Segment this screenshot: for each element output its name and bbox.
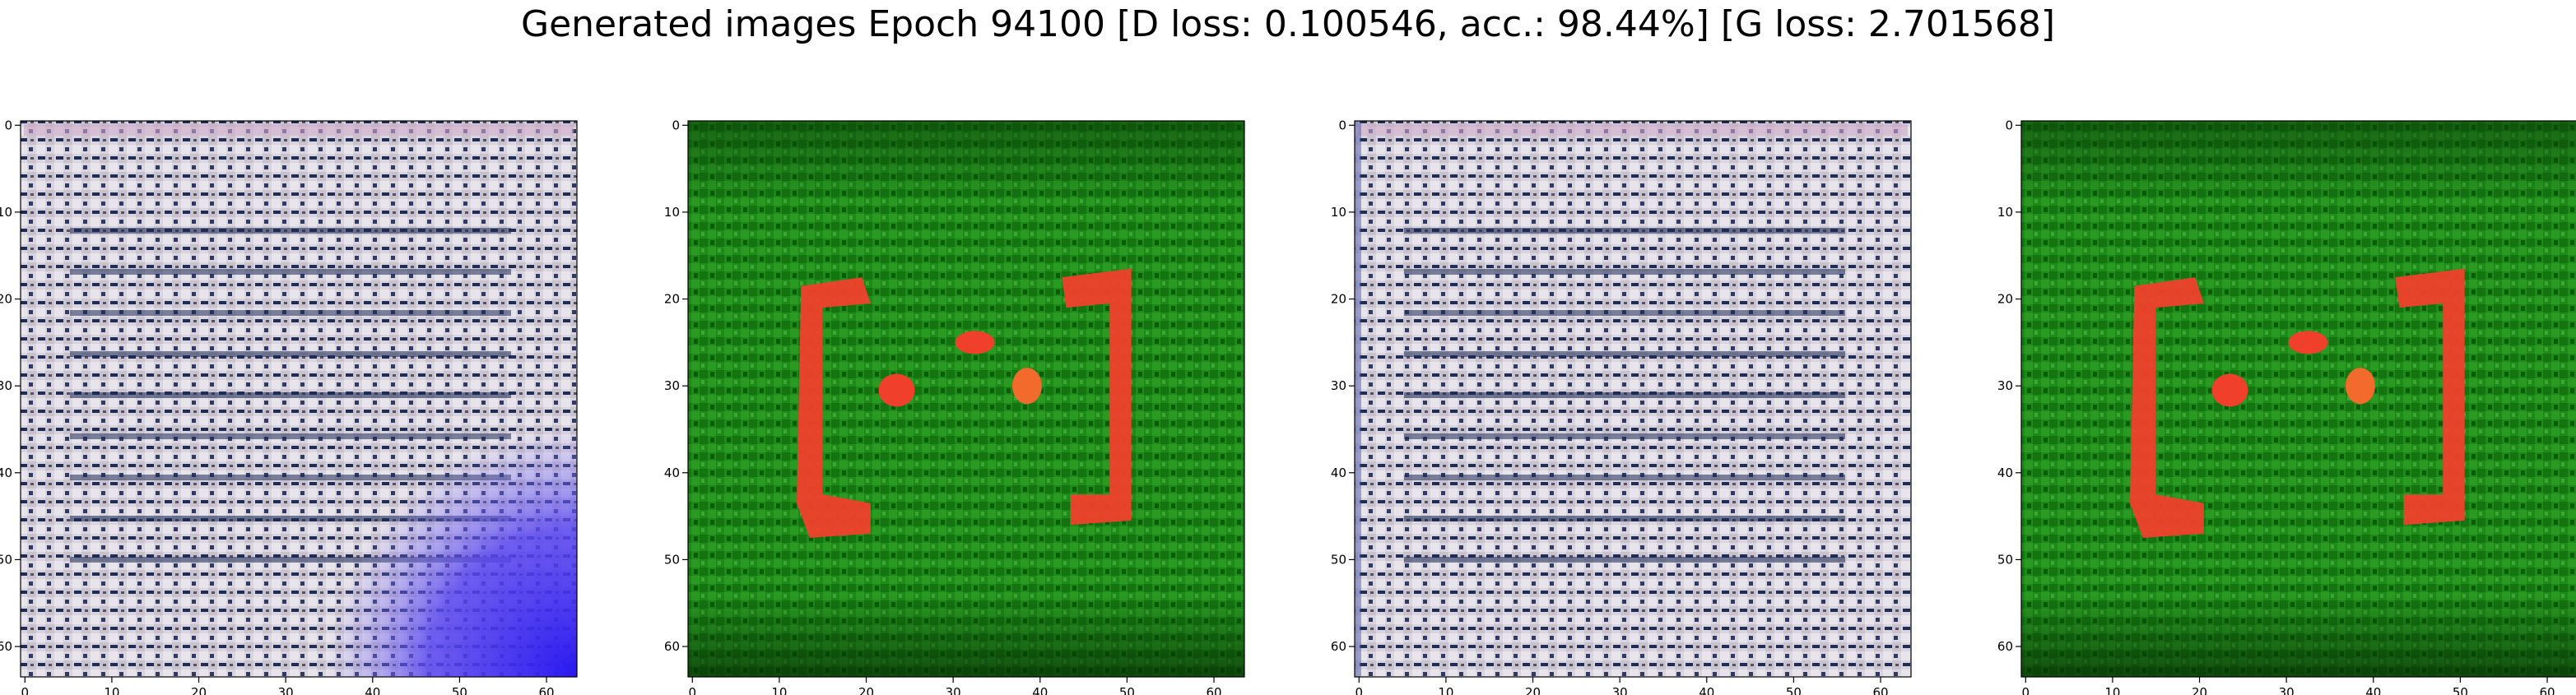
y-tick-label: 40 (0, 466, 12, 480)
y-tick-label: 10 (1331, 205, 1346, 220)
y-tick-label: 30 (1331, 378, 1346, 393)
dark-border (2021, 121, 2576, 677)
y-tick-label: 0 (4, 118, 12, 132)
x-tick-label: 50 (452, 685, 467, 695)
x-tick-label: 40 (2365, 685, 2381, 695)
y-tick-label: 20 (1997, 292, 2013, 307)
x-tick-label: 40 (1699, 685, 1714, 695)
image-panel-4: 0 10 20 30 40 50 60 0 10 20 30 40 50 60 (1997, 118, 2576, 695)
x-tick-label: 60 (538, 685, 554, 695)
red-blob (879, 373, 915, 406)
x-tick-label: 0 (689, 685, 697, 695)
texture-row (1404, 516, 1845, 521)
y-tick-label: 60 (0, 639, 12, 654)
x-tick-label: 40 (1032, 685, 1048, 695)
texture-row (1404, 392, 1845, 398)
x-tick-label: 50 (1786, 685, 1802, 695)
x-tick-label: 60 (1206, 685, 1221, 695)
y-tick-label: 60 (1331, 639, 1346, 654)
y-tick-label: 30 (1997, 378, 2013, 393)
image-panel-2: 0 10 20 30 40 50 60 0 10 20 30 40 50 60 (664, 118, 1244, 695)
y-tick-label: 60 (664, 639, 680, 654)
y-tick-label: 40 (664, 466, 680, 480)
x-tick-label: 50 (2453, 685, 2468, 695)
y-tick-label: 0 (672, 118, 680, 132)
texture-row (1404, 557, 1845, 563)
y-tick-label: 10 (0, 205, 12, 220)
x-tick-label: 20 (191, 685, 207, 695)
x-tick-label: 60 (2539, 685, 2555, 695)
generated-image (1355, 121, 1911, 677)
red-blob (2289, 331, 2328, 354)
y-tick-label: 50 (1331, 552, 1346, 567)
y-tick-label: 50 (0, 552, 12, 567)
x-tick-label: 10 (1438, 685, 1453, 695)
x-tick-label: 30 (946, 685, 961, 695)
texture-row (1404, 269, 1845, 275)
x-tick-label: 30 (1612, 685, 1628, 695)
x-tick-label: 0 (21, 685, 30, 695)
red-blob (2346, 368, 2375, 404)
dark-border (688, 121, 1244, 677)
edge-strip (1355, 121, 1361, 677)
y-tick-label: 30 (0, 378, 12, 393)
y-tick-label: 50 (664, 552, 680, 567)
y-tick-label: 60 (1997, 639, 2013, 654)
image-panel-1: 0 10 20 30 40 50 60 0 10 20 30 40 50 60 (0, 118, 577, 695)
x-tick-label: 10 (104, 685, 119, 695)
x-tick-label: 0 (2022, 685, 2030, 695)
y-tick-label: 40 (1331, 466, 1346, 480)
image-panel-3: 0 10 20 30 40 50 60 0 10 20 30 40 50 60 (1331, 118, 1911, 695)
red-blob (956, 331, 995, 354)
blue-corner-region (21, 121, 577, 677)
texture-row (1404, 433, 1845, 439)
x-tick-label: 20 (1525, 685, 1541, 695)
y-tick-label: 0 (2005, 118, 2013, 132)
x-tick-label: 50 (1119, 685, 1135, 695)
x-tick-label: 60 (1872, 685, 1888, 695)
x-tick-label: 10 (2104, 685, 2120, 695)
x-tick-label: 40 (365, 685, 380, 695)
y-tick-label: 20 (664, 292, 680, 307)
y-tick-label: 10 (664, 205, 680, 220)
x-tick-label: 0 (1355, 685, 1364, 695)
y-tick-label: 40 (1997, 466, 2013, 480)
x-tick-label: 30 (2279, 685, 2295, 695)
x-tick-label: 20 (858, 685, 874, 695)
y-tick-label: 50 (1997, 552, 2013, 567)
red-blob (1012, 368, 1042, 404)
texture-row (1404, 475, 1845, 480)
y-tick-label: 30 (664, 378, 680, 393)
texture-row (1404, 228, 1845, 234)
x-tick-label: 30 (278, 685, 294, 695)
texture-row (1404, 351, 1845, 357)
top-band (1358, 124, 1908, 136)
y-tick-label: 20 (1331, 292, 1346, 307)
x-tick-label: 10 (771, 685, 787, 695)
x-tick-label: 20 (2192, 685, 2207, 695)
texture-row (1404, 310, 1845, 316)
y-tick-label: 10 (1997, 205, 2013, 220)
y-tick-label: 20 (0, 292, 12, 307)
y-tick-label: 0 (1338, 118, 1346, 132)
red-blob (2212, 373, 2248, 406)
